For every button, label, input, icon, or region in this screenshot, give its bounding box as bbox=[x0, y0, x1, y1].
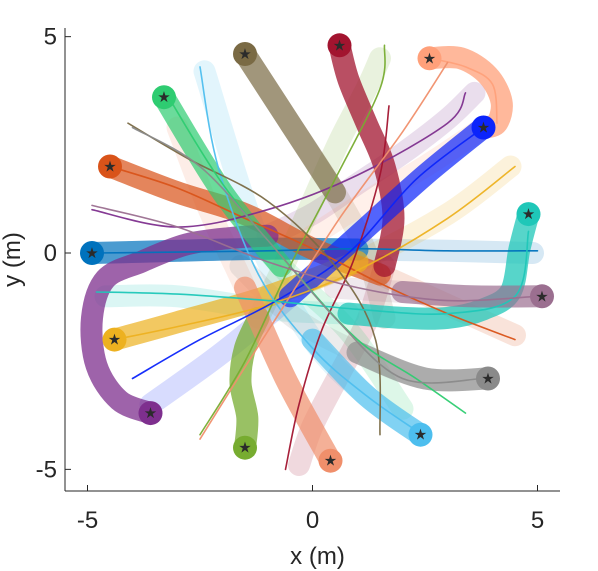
x-axis-label: x (m) bbox=[290, 543, 345, 570]
path-line-7 bbox=[131, 126, 485, 380]
bold-trail-10 bbox=[418, 46, 513, 139]
start-dot-4 bbox=[233, 435, 257, 460]
path-line-4 bbox=[199, 44, 386, 436]
path-line-3 bbox=[91, 92, 467, 228]
start-star-icon-13: ★ bbox=[481, 370, 494, 388]
bold-trail-4 bbox=[229, 306, 270, 459]
path-line-12 bbox=[95, 230, 530, 315]
start-star-icon-10: ★ bbox=[423, 49, 436, 67]
start-dot-7 bbox=[471, 115, 496, 140]
start-dot-3 bbox=[138, 401, 163, 426]
start-dot-11 bbox=[318, 448, 343, 473]
path-line-8 bbox=[127, 122, 382, 436]
x-tick-label-0: -5 bbox=[77, 507, 98, 534]
x-tick-label-1: 0 bbox=[306, 507, 319, 534]
bold-trail-7 bbox=[279, 116, 495, 308]
start-dot-12 bbox=[516, 202, 541, 227]
y-tick-label-2: 5 bbox=[44, 24, 57, 51]
start-star-icon-1: ★ bbox=[103, 158, 116, 176]
start-star-icon-5: ★ bbox=[414, 426, 427, 444]
start-star-icon-4: ★ bbox=[238, 439, 251, 457]
path-line-11 bbox=[199, 61, 449, 440]
tick-layer: -5 0 5 -5 0 5 bbox=[36, 24, 545, 534]
start-dot-14 bbox=[530, 284, 554, 309]
start-star-icon-14: ★ bbox=[535, 287, 548, 305]
start-star-icon-9: ★ bbox=[157, 88, 170, 106]
start-star-icon-0: ★ bbox=[85, 244, 98, 262]
y-axis-label: y (m) bbox=[0, 232, 26, 287]
x-tick-label-2: 5 bbox=[531, 507, 544, 534]
start-dot-9 bbox=[152, 85, 176, 110]
start-dot-10 bbox=[417, 46, 442, 71]
start-star-icon-6: ★ bbox=[333, 36, 346, 54]
bold-trail-6 bbox=[328, 34, 405, 277]
start-star-icon-7: ★ bbox=[477, 119, 490, 137]
start-dot-0 bbox=[80, 241, 104, 265]
y-tick-label-0: -5 bbox=[36, 456, 57, 483]
start-dot-1 bbox=[98, 154, 122, 179]
start-marker-layer: ★ ★ ★ ★ ★ ★ ★ ★ ★ ★ ★ ★ ★ ★ ★ bbox=[80, 33, 554, 473]
y-tick-label-1: 0 bbox=[44, 240, 57, 267]
bold-trail-14 bbox=[391, 281, 553, 308]
thin-path-layer bbox=[91, 44, 539, 471]
start-star-icon-8: ★ bbox=[238, 45, 251, 63]
start-dot-6 bbox=[327, 33, 352, 58]
path-line-6 bbox=[284, 105, 390, 471]
start-star-icon-12: ★ bbox=[522, 205, 535, 223]
start-dot-2 bbox=[102, 327, 127, 352]
path-line-5 bbox=[199, 66, 417, 432]
bold-trail-9 bbox=[153, 86, 292, 277]
path-line-14 bbox=[91, 204, 539, 302]
path-line-13 bbox=[131, 126, 485, 384]
start-star-icon-2: ★ bbox=[108, 331, 121, 349]
bold-trail-3 bbox=[80, 224, 279, 425]
start-dot-13 bbox=[476, 366, 500, 391]
bold-trail-8 bbox=[234, 43, 346, 204]
path-line-10 bbox=[428, 57, 498, 124]
start-dot-8 bbox=[233, 42, 257, 66]
start-star-icon-3: ★ bbox=[144, 404, 157, 422]
path-line-2 bbox=[113, 165, 516, 341]
start-dot-5 bbox=[408, 422, 433, 447]
start-star-icon-11: ★ bbox=[324, 452, 337, 470]
